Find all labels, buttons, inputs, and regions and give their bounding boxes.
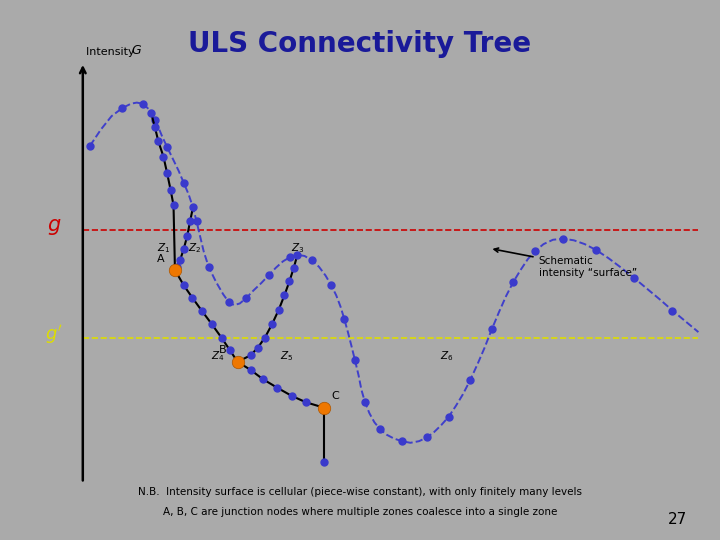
Text: 27: 27 <box>668 511 688 526</box>
Text: $Z_4$: $Z_4$ <box>212 349 225 363</box>
Text: Intensity: Intensity <box>86 46 138 57</box>
Text: Schematic
intensity “surface”: Schematic intensity “surface” <box>494 248 636 278</box>
Text: $g'$: $g'$ <box>45 323 63 346</box>
Text: B: B <box>219 345 227 355</box>
Text: $Z_6$: $Z_6$ <box>440 349 453 363</box>
Text: G: G <box>132 44 141 57</box>
Text: ULS Connectivity Tree: ULS Connectivity Tree <box>189 30 531 58</box>
Text: $Z_3$: $Z_3$ <box>291 241 304 255</box>
Text: $Z_2$: $Z_2$ <box>188 241 201 255</box>
Text: C: C <box>331 391 339 401</box>
Text: $g$: $g$ <box>47 217 61 237</box>
Text: $Z_5$: $Z_5$ <box>280 349 293 363</box>
Text: N.B.  Intensity surface is cellular (piece-wise constant), with only finitely ma: N.B. Intensity surface is cellular (piec… <box>138 488 582 497</box>
Text: A: A <box>156 253 164 264</box>
Text: $Z_1$: $Z_1$ <box>158 241 171 255</box>
Text: A, B, C are junction nodes where multiple zones coalesce into a single zone: A, B, C are junction nodes where multipl… <box>163 507 557 517</box>
